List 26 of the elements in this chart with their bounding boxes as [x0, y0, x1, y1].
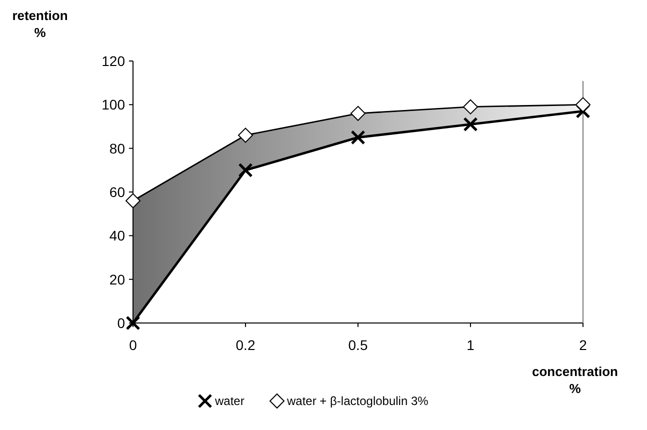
y-tick-label: 20: [109, 271, 126, 288]
point: [463, 117, 478, 132]
y-tick-label: 60: [109, 184, 126, 200]
legend-label: water: [214, 394, 244, 408]
point: [126, 193, 140, 208]
y-tick-label: 120: [102, 53, 126, 69]
x-tick-label: 2: [579, 337, 588, 353]
point: [576, 104, 590, 119]
x-tick-label: 0: [129, 337, 138, 353]
x-tick-label: 1: [466, 337, 475, 353]
point: [576, 97, 590, 112]
point: [238, 162, 253, 178]
point: [238, 128, 253, 143]
x-axis-title: concentration %: [532, 364, 618, 396]
y-tick-label: 80: [109, 140, 126, 156]
y-tick-label: 0: [117, 315, 126, 331]
x-tick-label: 0.5: [348, 337, 368, 353]
x-tick-label: 0.2: [236, 337, 256, 353]
y-axis-title: retention %: [12, 8, 68, 40]
point: [126, 316, 140, 330]
legend-label: water + β-lactoglobulin 3%: [286, 394, 429, 408]
y-tick-label: 100: [102, 96, 126, 113]
point: [350, 106, 366, 121]
y-tick-label: 40: [109, 228, 126, 244]
point: [350, 130, 366, 145]
point: [463, 99, 478, 114]
